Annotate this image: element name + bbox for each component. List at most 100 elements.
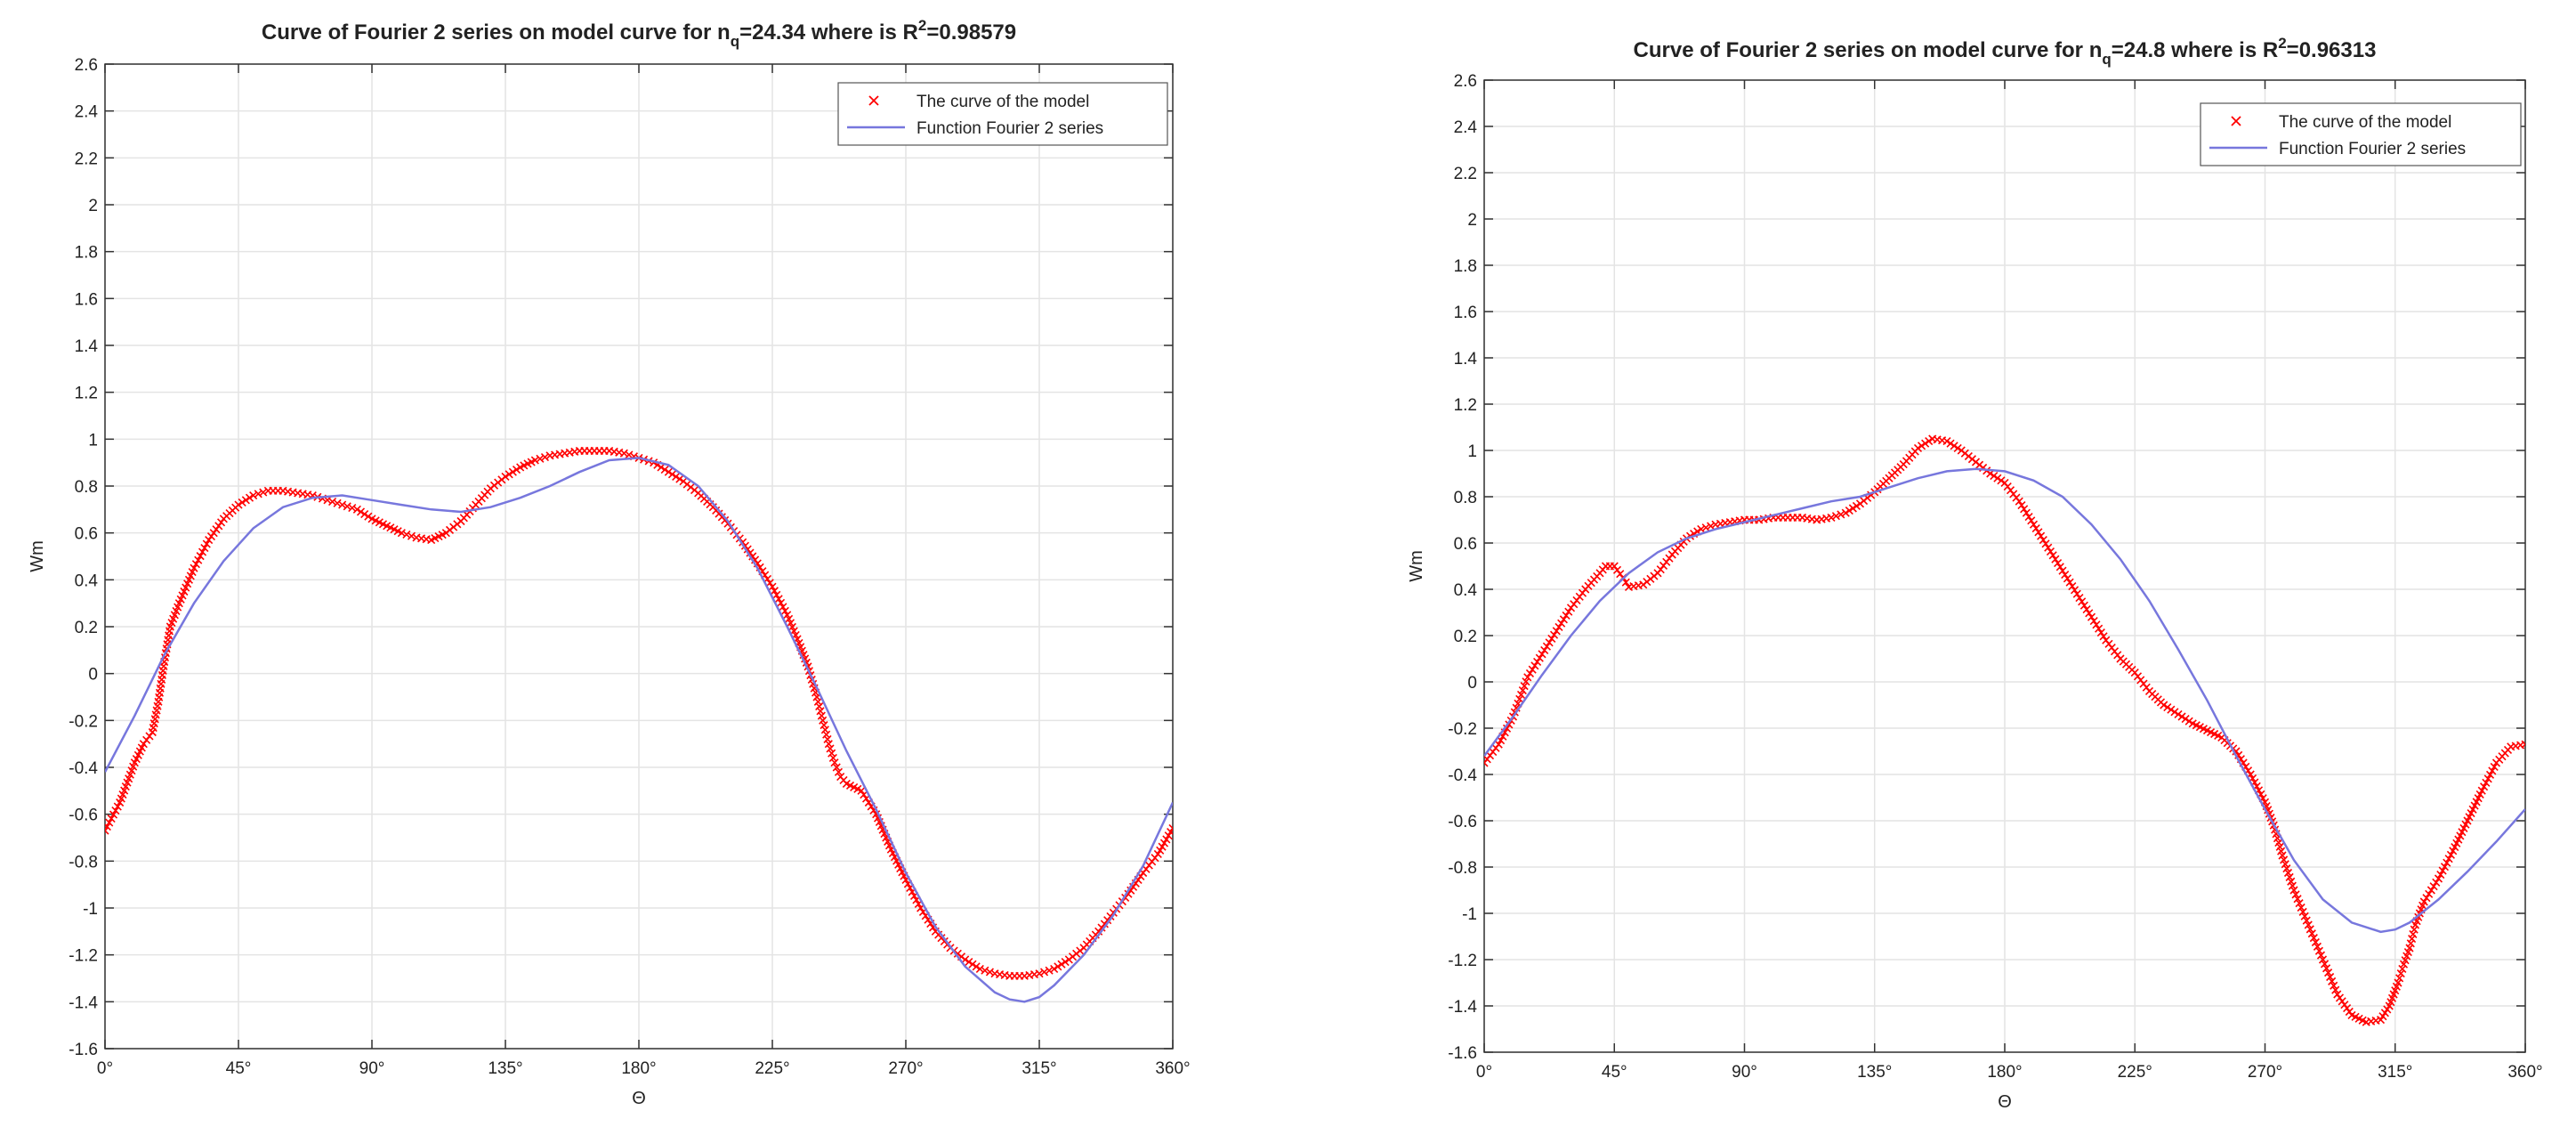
data-point-marker [1162, 835, 1171, 844]
data-point-marker [397, 529, 406, 538]
data-point-marker [1057, 960, 1066, 969]
data-point-marker [2029, 520, 2039, 529]
data-point-marker [625, 450, 634, 459]
data-point-marker [819, 716, 828, 725]
data-point-marker [2027, 516, 2036, 525]
y-tick-label: 0.6 [75, 525, 98, 544]
data-point-marker [360, 510, 369, 519]
y-tick-label: 0.8 [75, 478, 98, 497]
y-tick-label: 1.8 [75, 244, 98, 263]
data-point-marker [2291, 890, 2300, 899]
data-point-marker [619, 449, 628, 458]
x-tick-label: 135° [488, 1059, 522, 1078]
data-point-marker [206, 532, 216, 541]
data-point-marker [2087, 612, 2096, 621]
x-tick-label: 45° [1602, 1063, 1627, 1082]
data-point-marker [2288, 881, 2297, 890]
y-tick-label: -1.4 [69, 993, 98, 1012]
legend-box [837, 82, 1168, 146]
series-line-fourier [105, 457, 1173, 1003]
data-point-marker [2039, 535, 2047, 545]
data-point-marker [1523, 673, 1532, 682]
chart-panel-left: 0° 45° 90° 135° 180° 225° 270° 315° 360° -1.6 -1.4… [28, 17, 1191, 1108]
data-point-marker [1827, 513, 1836, 522]
data-point-marker [1156, 846, 1165, 855]
data-point-marker [333, 499, 342, 507]
data-point-marker [212, 525, 221, 534]
data-point-marker [2409, 929, 2418, 938]
data-point-marker [111, 806, 120, 815]
data-point-marker [2432, 878, 2441, 887]
data-point-marker [1535, 653, 1544, 662]
series-markers-model [1484, 434, 2525, 1026]
legend: The curve of the model Function Fourier 2… [837, 82, 1168, 146]
data-point-marker [2480, 782, 2489, 791]
data-point-marker [2037, 531, 2046, 540]
data-point-marker [2085, 609, 2094, 618]
y-tick-label: 1.2 [1454, 396, 1477, 415]
data-point-marker [2429, 882, 2438, 891]
chart-right: 0° 45° 90° 135° 180° 225° 270° 315° 360° -1.6 -1.4… [1407, 35, 2543, 1112]
data-point-marker [826, 744, 835, 753]
series-markers-model [105, 446, 1173, 980]
y-tick-label: 1.4 [1454, 350, 1478, 369]
data-point-marker [1545, 638, 1554, 647]
data-point-marker [830, 758, 839, 767]
data-point-marker [985, 968, 995, 977]
chart-left: 0° 45° 90° 135° 180° 225° 270° 315° 360° -1.6 -1.4… [28, 17, 1191, 1108]
data-point-marker [660, 466, 669, 474]
data-point-marker [2434, 874, 2443, 883]
data-point-marker [667, 470, 677, 479]
data-point-marker [348, 504, 357, 513]
data-point-marker [2408, 935, 2417, 944]
data-point-marker [2313, 942, 2322, 951]
data-point-marker [1167, 828, 1173, 837]
x-tick-label: 180° [1987, 1063, 2022, 1082]
data-point-marker [2394, 978, 2402, 987]
y-tick-label: -1.6 [1448, 1044, 1477, 1063]
x-tick-label: 90° [1732, 1063, 1757, 1082]
data-point-marker [2343, 1004, 2352, 1013]
data-point-marker [824, 740, 833, 749]
data-point-marker [2163, 703, 2172, 712]
y-tick-label: 2.4 [1454, 118, 1478, 137]
data-point-marker [2335, 993, 2345, 1002]
data-point-marker [2065, 578, 2074, 587]
data-point-marker [1126, 886, 1135, 895]
data-point-marker [2170, 708, 2179, 717]
data-point-marker [981, 966, 989, 975]
data-point-marker [1841, 508, 1850, 517]
data-point-marker [530, 456, 539, 465]
data-point-marker [817, 711, 826, 720]
data-point-marker [1552, 627, 1561, 636]
title-subscript: q [2102, 51, 2111, 68]
data-point-marker [2330, 981, 2338, 990]
legend-label-fourier: Function Fourier 2 series [917, 119, 1103, 138]
data-point-marker [407, 531, 416, 540]
data-point-marker [1522, 677, 1530, 686]
data-point-marker [2096, 628, 2105, 637]
data-point-marker [2295, 899, 2304, 908]
data-point-marker [2031, 523, 2040, 533]
data-point-marker [1990, 472, 1999, 481]
y-tick-label: -0.8 [1448, 859, 1477, 878]
data-point-marker [2160, 701, 2168, 709]
y-tick-label: 0.2 [75, 619, 98, 637]
y-tick-label: 2.6 [75, 56, 98, 75]
data-point-marker [238, 498, 246, 507]
data-point-marker [1993, 474, 2002, 482]
title-superscript: 2 [918, 17, 926, 34]
x-tick-label: 225° [2118, 1063, 2152, 1082]
data-point-marker [1697, 524, 1706, 533]
data-point-marker [2072, 589, 2081, 598]
data-point-marker [2095, 624, 2104, 633]
y-tick-label: 0.4 [1454, 581, 1478, 600]
data-point-marker [338, 500, 347, 509]
data-point-marker [508, 467, 517, 476]
title-subscript: q [731, 33, 739, 50]
y-tick-label: -0.8 [69, 853, 98, 871]
y-tick-label: -1 [83, 900, 98, 919]
data-point-marker [2063, 574, 2071, 583]
data-point-marker [1547, 634, 1556, 644]
data-point-marker [815, 701, 824, 711]
